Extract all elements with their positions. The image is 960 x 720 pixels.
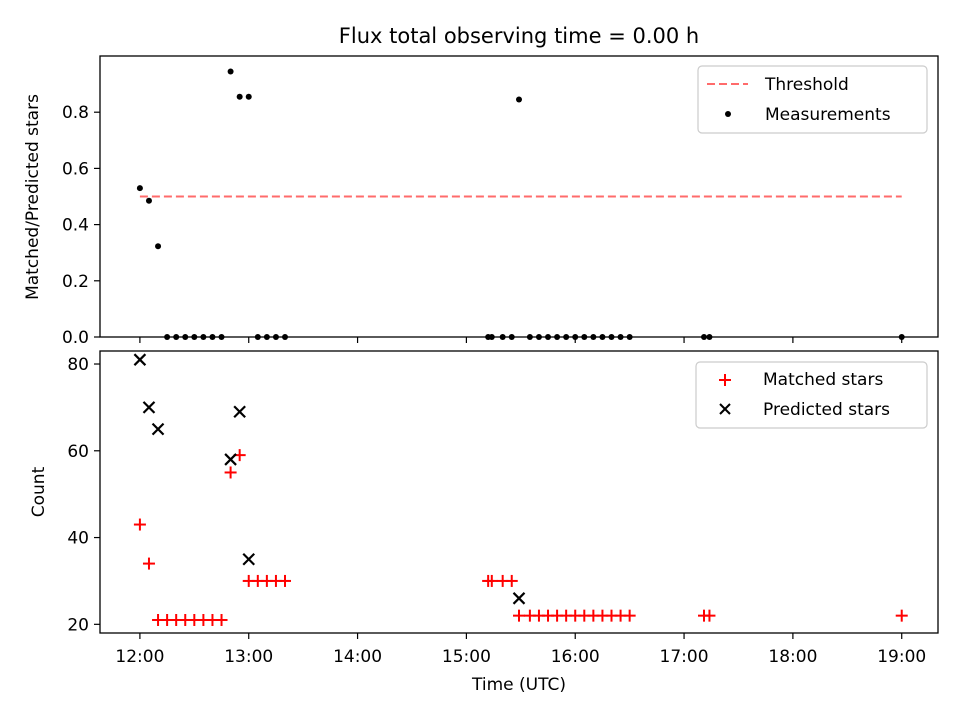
- predicted-star-point: [133, 353, 147, 366]
- x-tick-label: 19:00: [877, 647, 926, 667]
- measurement-point: [516, 96, 522, 103]
- bottom-y-axis-label: Count: [29, 466, 49, 517]
- predicted-star-point: [242, 552, 256, 566]
- top-y-tick-label: 0.0: [62, 328, 89, 348]
- top-y-tick-label: 0.8: [62, 103, 89, 123]
- top-legend-box: [697, 65, 928, 134]
- top-y-tick-label: 0.6: [62, 159, 89, 179]
- legend-matched-label: Matched stars: [763, 370, 883, 390]
- bottom-y-tick-label: 40: [67, 529, 89, 549]
- predicted-star-point: [512, 592, 526, 605]
- matched-star-point: [895, 609, 908, 622]
- measurement-point: [155, 243, 162, 250]
- top-legend: Threshold Measurements: [697, 65, 928, 134]
- top-y-tick-label: 0.2: [62, 272, 89, 292]
- matched-star-point: [142, 557, 155, 570]
- x-tick-label: 13:00: [224, 647, 273, 667]
- matched-star-point: [224, 466, 237, 479]
- legend-measurements-label: Measurements: [765, 105, 891, 125]
- x-tick-label: 14:00: [333, 647, 382, 667]
- bottom-x-axis: 12:00 13:00 14:00 15:00 16:00 17:00 18:00 19:00: [115, 633, 926, 667]
- bottom-legend: Matched stars Predicted stars: [695, 361, 928, 429]
- top-y-tick-label: 0.4: [62, 216, 89, 236]
- x-tick-label: 17:00: [660, 647, 709, 667]
- x-tick-label: 16:00: [551, 647, 600, 667]
- chart-title: Flux total observing time = 0.00 h: [339, 24, 699, 48]
- matched-star-point: [215, 613, 228, 626]
- bottom-axes-frame: [99, 350, 939, 634]
- matched-star-point: [703, 609, 716, 622]
- predicted-star-point: [224, 453, 237, 466]
- x-axis-label: Time (UTC): [471, 675, 566, 695]
- top-y-axis: 0.0 0.2 0.4 0.6 0.8: [62, 103, 100, 348]
- bottom-y-tick-label: 60: [67, 442, 89, 462]
- bottom-y-tick-label: 80: [67, 355, 89, 375]
- matched-star-point: [133, 518, 146, 531]
- legend-measurements-swatch: [725, 111, 731, 117]
- measurement-point: [136, 185, 143, 192]
- matched-star-point: [485, 574, 498, 587]
- bottom-y-axis: 20 40 60 80: [67, 355, 100, 635]
- bottom-plot-area: [133, 353, 908, 626]
- predicted-star-point: [233, 405, 246, 419]
- measurement-point: [145, 197, 152, 204]
- top-axes-frame: [99, 55, 939, 338]
- legend-threshold-label: Threshold: [764, 75, 849, 95]
- bottom-legend-box: [695, 361, 928, 429]
- predicted-star-point: [142, 401, 156, 414]
- x-tick-label: 12:00: [115, 647, 164, 667]
- measurement-point: [236, 93, 243, 100]
- predicted-star-point: [151, 422, 165, 436]
- measurement-point: [245, 93, 252, 100]
- top-x-ticks: [139, 337, 903, 343]
- x-tick-label: 15:00: [442, 647, 491, 667]
- top-y-axis-label: Matched/Predicted stars: [23, 94, 43, 300]
- matched-star-point: [623, 609, 636, 622]
- legend-matched-swatch: [719, 374, 731, 386]
- measurement-point: [227, 68, 234, 75]
- matched-star-point: [505, 574, 518, 587]
- bottom-y-tick-label: 20: [67, 615, 89, 635]
- matched-star-point: [513, 609, 525, 622]
- top-panel: 0.00.20.40.60.8 Matched/Predicted stars …: [23, 55, 939, 348]
- matched-star-point: [279, 574, 292, 587]
- legend-predicted-label: Predicted stars: [763, 400, 890, 420]
- x-tick-label: 18:00: [768, 647, 817, 667]
- legend-predicted-swatch: [719, 403, 731, 415]
